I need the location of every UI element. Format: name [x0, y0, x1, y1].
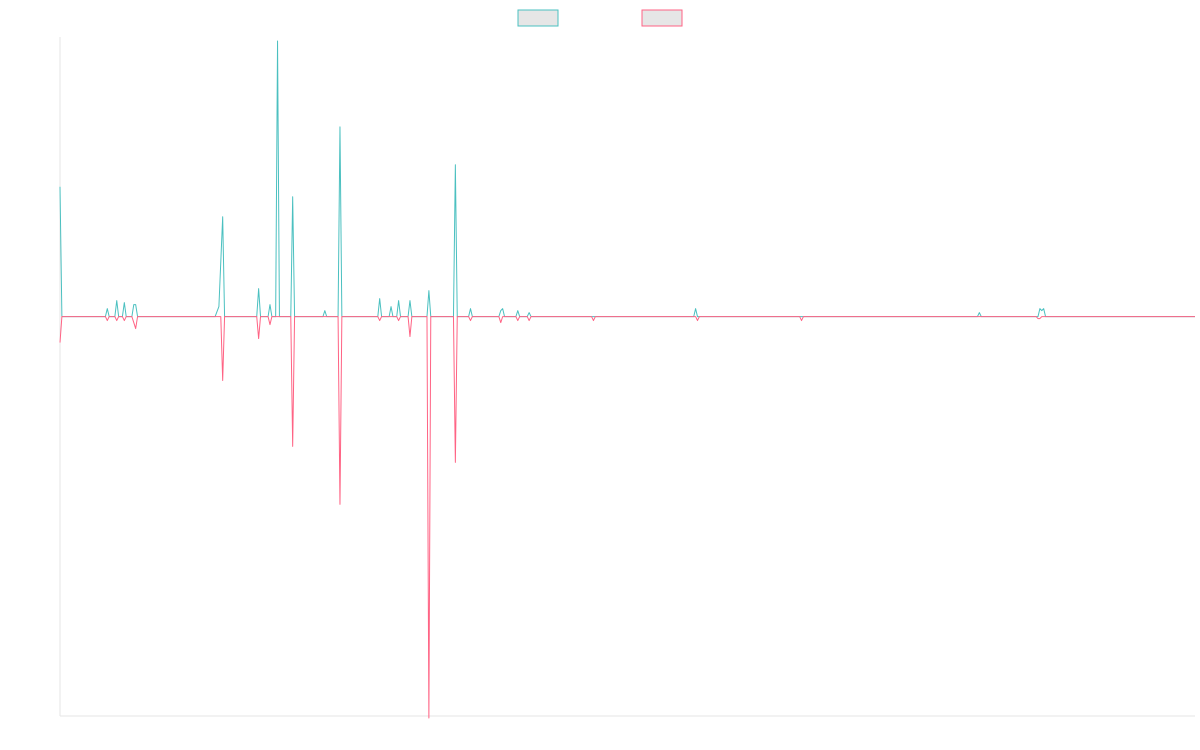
series-line-1: [59, 40, 1195, 318]
axes: [59, 37, 1195, 717]
legend-swatch-2[interactable]: [641, 9, 683, 27]
series-layer: [59, 40, 1195, 719]
legend-swatch-1[interactable]: [517, 9, 559, 27]
series-line-2: [59, 316, 1195, 719]
legend: [517, 9, 683, 27]
